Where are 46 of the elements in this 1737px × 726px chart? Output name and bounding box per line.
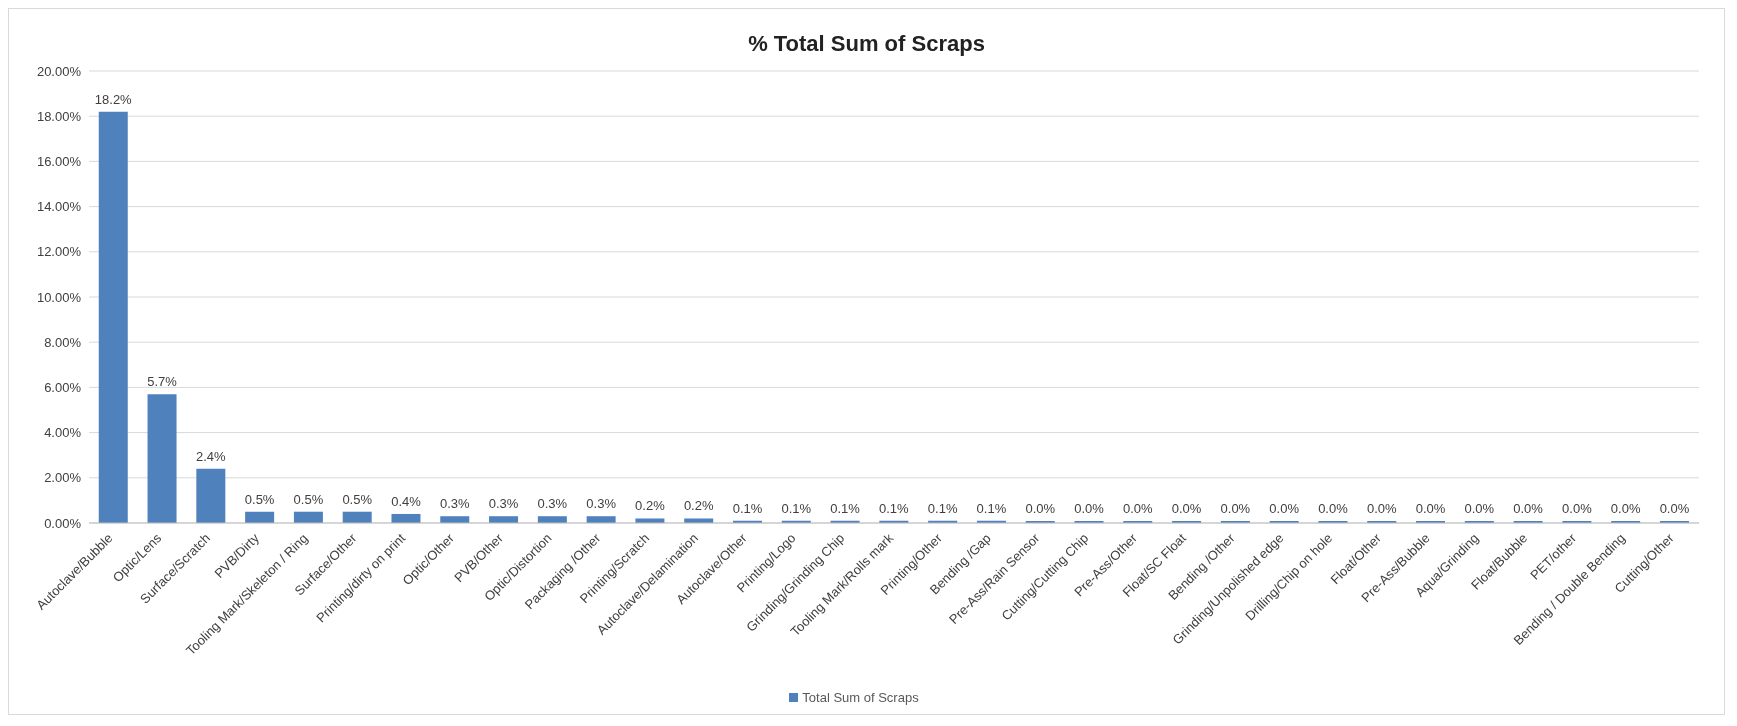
y-tick-label: 10.00% (36, 289, 82, 305)
y-tick-label: 0.00% (44, 515, 82, 531)
legend-label: Total Sum of Scraps (802, 690, 919, 705)
data-label: 0.1% (732, 500, 763, 516)
data-label: 0.0% (1464, 501, 1495, 516)
data-label: 0.0% (1610, 501, 1641, 516)
y-tick-label: 14.00% (36, 199, 82, 215)
data-label: 0.0% (1171, 501, 1202, 516)
data-label: 0.0% (1415, 501, 1446, 516)
data-label: 0.5% (244, 491, 275, 507)
data-label: 0.0% (1269, 501, 1300, 516)
data-label: 0.3% (537, 496, 568, 512)
y-tick-label: 20.00% (36, 63, 82, 79)
y-tick-label: 6.00% (44, 380, 82, 396)
data-label: 0.0% (1220, 501, 1251, 516)
data-label: 0.2% (635, 498, 666, 514)
y-tick-label: 4.00% (44, 425, 82, 441)
y-tick-label: 16.00% (36, 154, 82, 170)
data-label: 0.1% (879, 500, 910, 516)
data-label: 0.1% (830, 500, 861, 516)
data-label: 0.0% (1513, 501, 1544, 516)
data-label: 5.7% (147, 374, 178, 390)
data-label: 0.0% (1074, 501, 1105, 516)
data-label: 0.0% (1659, 501, 1690, 516)
data-label: 0.0% (1562, 501, 1593, 516)
data-label: 0.5% (342, 491, 373, 507)
data-label: 0.1% (927, 500, 958, 516)
data-label: 2.4% (196, 448, 227, 464)
data-label: 0.0% (1318, 501, 1349, 516)
data-label: 0.5% (293, 491, 324, 507)
data-label: 18.2% (94, 91, 133, 107)
y-tick-label: 2.00% (44, 470, 82, 486)
y-tick-label: 8.00% (44, 334, 82, 350)
y-tick-label: 12.00% (36, 244, 82, 260)
data-label: 0.3% (488, 496, 519, 512)
data-label: 0.1% (781, 500, 812, 516)
data-label: 0.4% (391, 493, 422, 509)
data-label: 0.1% (976, 500, 1007, 516)
data-label: 0.0% (1366, 501, 1397, 516)
y-tick-label: 18.00% (36, 108, 82, 124)
chart-title: % Total Sum of Scraps (747, 31, 986, 58)
data-label: 0.3% (586, 496, 617, 512)
data-label: 0.0% (1122, 501, 1154, 516)
data-label: 0.2% (683, 498, 714, 514)
data-label: 0.3% (439, 496, 471, 512)
data-label: 0.0% (1025, 501, 1056, 516)
